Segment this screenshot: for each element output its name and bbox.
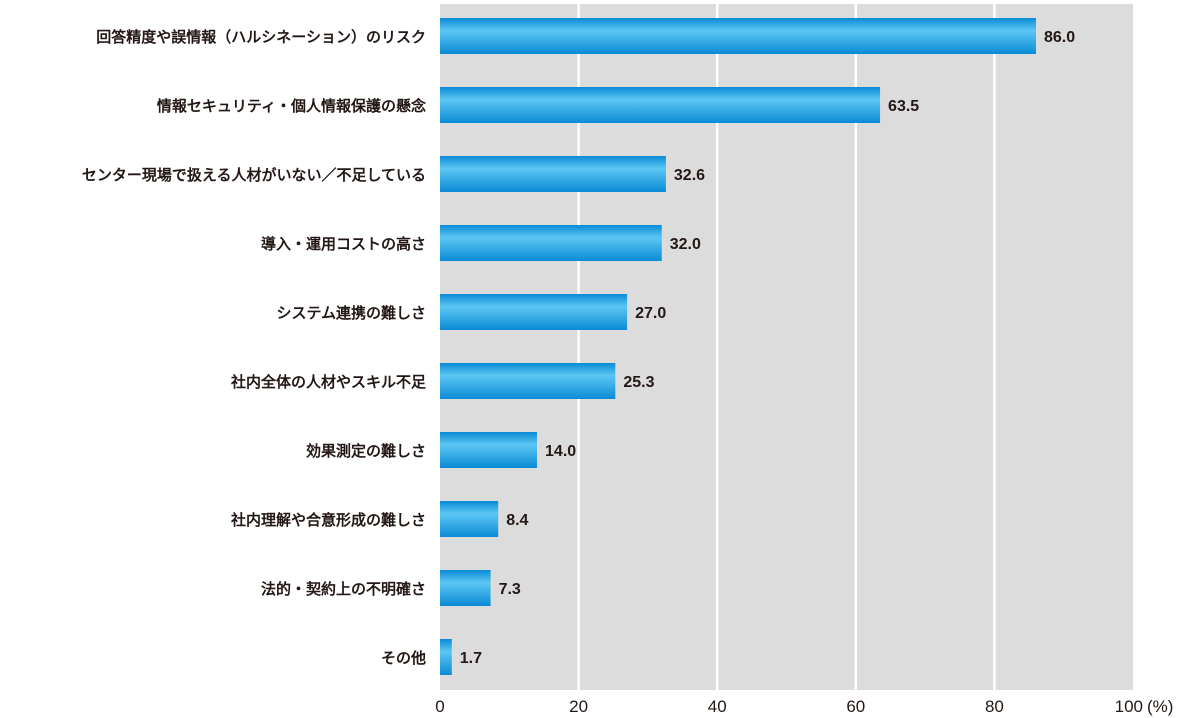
value-label: 32.0 (670, 236, 701, 253)
x-tick-label: 100 (1115, 697, 1143, 716)
bar (440, 156, 666, 192)
value-label: 27.0 (635, 305, 666, 322)
value-label: 8.4 (506, 512, 528, 529)
value-label: 25.3 (623, 374, 654, 391)
value-label: 1.7 (460, 650, 482, 667)
bar (440, 432, 538, 468)
x-tick-label: 60 (846, 697, 865, 716)
category-label: その他 (381, 649, 426, 667)
bar (440, 87, 881, 123)
category-label: センター現場で扱える人材がいない／不足している (82, 166, 426, 184)
bar (440, 363, 616, 399)
x-tick-label: 40 (708, 697, 727, 716)
value-label: 63.5 (888, 98, 919, 115)
value-label: 14.0 (545, 443, 576, 460)
value-label: 7.3 (499, 581, 521, 598)
value-label: 86.0 (1044, 29, 1075, 46)
category-label: 回答精度や誤情報（ハルシネーション）のリスク (96, 28, 426, 46)
bar (440, 294, 628, 330)
category-label: 社内全体の人材やスキル不足 (230, 373, 427, 391)
bar (440, 570, 491, 606)
category-label: 効果測定の難しさ (306, 442, 426, 460)
category-label: 情報セキュリティ・個人情報保護の懸念 (157, 97, 426, 115)
category-label: 導入・運用コストの高さ (261, 235, 426, 253)
value-label: 32.6 (674, 167, 705, 184)
bar (440, 225, 662, 261)
category-label: 社内理解や合意形成の難しさ (230, 511, 426, 529)
bar (440, 18, 1036, 54)
x-tick-label: 80 (985, 697, 1004, 716)
category-label: 法的・契約上の不明確さ (261, 580, 426, 598)
category-label: システム連携の難しさ (276, 304, 426, 322)
bar (440, 501, 499, 537)
x-tick-label: 20 (569, 697, 588, 716)
x-tick-label: 0 (435, 697, 444, 716)
bar (440, 639, 452, 675)
x-unit-label: (%) (1147, 697, 1173, 716)
